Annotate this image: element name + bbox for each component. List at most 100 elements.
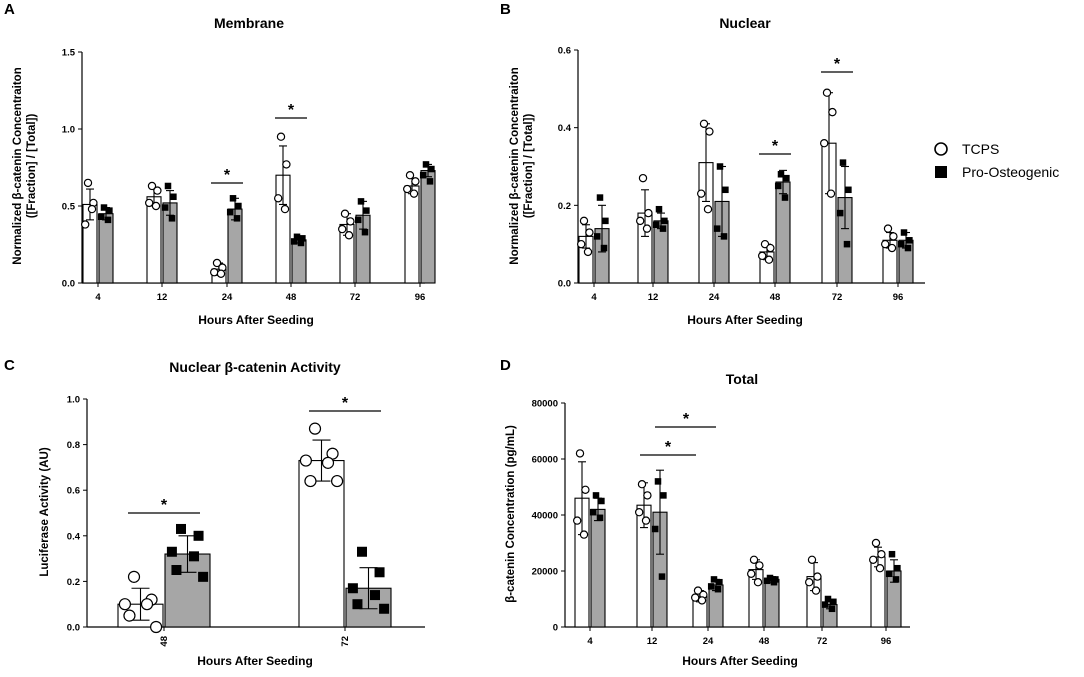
chart-d-point-tcps — [579, 530, 589, 539]
chart-a-point-tcps — [405, 170, 415, 180]
chart-a-point-pro — [354, 216, 362, 224]
chart-b-point-pro — [900, 229, 908, 236]
chart-c-point-pro — [347, 583, 358, 594]
chart-d-point-tcps — [747, 569, 756, 579]
chart-a-point-tcps — [280, 204, 290, 214]
chart-c-plot: 0.0 0.2 0.4 0.6 0.8 1.0 48 72 * * — [67, 395, 425, 647]
chart-b-ylabel-2: ([Fraction] / [Total]) — [523, 114, 535, 219]
chart-b-point-pro — [783, 174, 790, 182]
chart-b-y-tick-label: 0.6 — [558, 46, 571, 57]
chart-d-y-tick-label: 40000 — [532, 511, 558, 522]
chart-b-y-tick-label: 0.2 — [558, 201, 571, 212]
legend-tcps-marker — [934, 142, 948, 156]
chart-a-point-tcps — [403, 184, 412, 194]
chart-d-point-tcps — [637, 480, 647, 489]
chart-d-point-pro — [894, 564, 901, 572]
chart-a-point-tcps — [216, 269, 226, 278]
chart-d-point-pro — [707, 583, 715, 590]
chart-d-point-tcps — [811, 586, 821, 595]
chart-b-point-tcps — [764, 255, 774, 264]
chart-a-point-tcps — [282, 160, 291, 169]
chart-d-bar-pro — [764, 578, 780, 628]
chart-a-bar-tcps — [404, 185, 420, 284]
chart-a-point-pro — [100, 204, 108, 211]
chart-b-significance-star: * — [834, 56, 841, 73]
chart-a-point-tcps — [338, 224, 347, 234]
chart-a-bar-pro — [98, 213, 114, 284]
chart-d-point-tcps — [875, 564, 885, 573]
chart-a-point-pro — [299, 235, 306, 242]
chart-b-point-pro — [843, 240, 851, 248]
chart-d-point-pro — [710, 576, 718, 583]
chart-b-point-tcps — [881, 239, 890, 249]
chart-b-point-pro — [777, 171, 785, 178]
chart-b-point-pro — [655, 205, 663, 213]
chart-a-point-pro — [361, 228, 369, 236]
chart-c-x-tick-label: 72 — [340, 636, 351, 647]
chart-d-point-pro — [892, 576, 900, 583]
chart-c-point-tcps — [150, 620, 163, 634]
chart-d-point-tcps — [877, 550, 886, 559]
chart-b-plot: 0.0 0.2 0.4 0.6 4 12 24 48 72 96 * * — [558, 46, 925, 303]
chart-c-point-pro — [374, 567, 385, 578]
chart-a-bar-pro — [291, 239, 307, 284]
chart-d-y-tick-label: 0 — [553, 623, 558, 634]
chart-a-point-pro — [164, 182, 172, 190]
legend-pro-marker — [935, 166, 947, 178]
chart-c-title: Nuclear β-catenin Activity — [169, 359, 341, 375]
chart-d-point-tcps — [635, 508, 644, 517]
chart-d-point-pro — [716, 578, 723, 586]
chart-b-point-pro — [659, 225, 667, 232]
chart-a-x-tick-label: 4 — [95, 292, 101, 303]
chart-b-title: Nuclear — [719, 15, 771, 31]
chart-c-point-pro — [189, 551, 199, 562]
chart-d-point-tcps — [869, 555, 878, 565]
chart-a-point-pro — [168, 215, 176, 222]
chart-d-point-pro — [592, 492, 600, 499]
chart-a-point-pro — [422, 161, 430, 168]
chart-a-significance-star: * — [288, 102, 295, 119]
chart-d-significance-star: * — [683, 411, 690, 428]
chart-a-y-tick-label: 0.5 — [62, 202, 76, 213]
legend-pro-label: Pro-Osteogenic — [962, 164, 1059, 180]
chart-d-x-tick-label: 24 — [703, 636, 714, 647]
chart-b-point-pro — [713, 225, 721, 232]
chart-d-x-tick-label: 4 — [587, 636, 593, 647]
chart-b-xlabel: Hours After Seeding — [687, 313, 803, 327]
chart-b-point-pro — [845, 186, 852, 194]
chart-d-point-pro — [598, 497, 605, 505]
chart-c-point-pro — [171, 565, 182, 575]
chart-b-point-tcps — [638, 173, 648, 183]
panel-letter-b: B — [500, 1, 511, 18]
chart-a-point-tcps — [212, 258, 222, 268]
chart-b-y-tick-label: 0.0 — [558, 279, 571, 290]
chart-b-point-pro — [897, 240, 905, 248]
chart-a-significance-star: * — [224, 167, 231, 184]
chart-d-x-tick-label: 72 — [817, 636, 828, 647]
chart-c-point-tcps — [118, 598, 132, 611]
chart-b-point-tcps — [826, 189, 836, 198]
chart-a-point-tcps — [344, 231, 354, 240]
chart-a-ylabel: Normalized β-catenin Concentraiton — [12, 67, 24, 264]
chart-b-point-pro — [906, 237, 913, 244]
chart-d-x-tick-label: 48 — [759, 636, 770, 647]
chart-b-point-tcps — [703, 205, 713, 214]
chart-b-point-tcps — [642, 224, 652, 233]
chart-d-point-pro — [824, 595, 832, 603]
chart-b-point-tcps — [820, 138, 829, 148]
chart-b-point-pro — [596, 194, 604, 201]
chart-a-point-tcps — [83, 178, 93, 188]
chart-d-point-tcps — [573, 516, 582, 525]
chart-d-point-tcps — [749, 555, 759, 565]
chart-c-y-tick-label: 0.6 — [67, 486, 80, 497]
chart-c-point-pro — [198, 571, 209, 582]
chart-c-significance-star: * — [342, 395, 349, 412]
chart-b-point-tcps — [758, 251, 767, 261]
chart-a-point-pro — [170, 193, 177, 201]
chart-b-point-tcps — [585, 228, 594, 237]
chart-b-point-tcps — [887, 243, 897, 253]
chart-b-point-pro — [904, 244, 912, 252]
chart-b-x-tick-label: 96 — [893, 292, 904, 303]
chart-c-point-pro — [166, 546, 177, 557]
chart-a-point-pro — [426, 178, 434, 185]
